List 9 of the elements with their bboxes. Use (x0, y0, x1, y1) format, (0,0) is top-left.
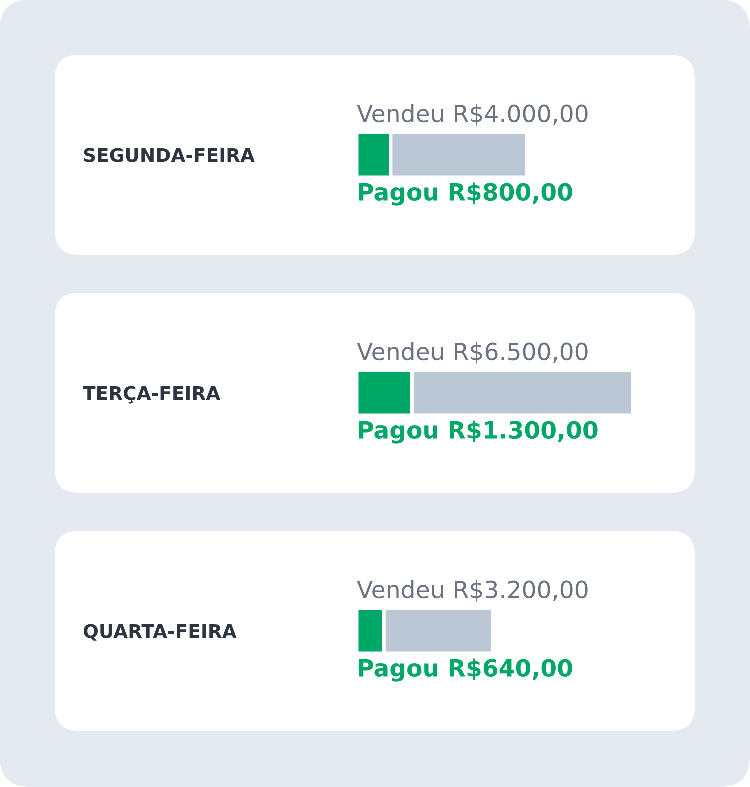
y-tick-label: SEGUNDA-FEIRA (84, 148, 255, 162)
y-tick-label: TERÇA-FEIRA (83, 386, 221, 404)
data-label: Pagou R$640,00 (359, 658, 572, 682)
total-label: Vendeu R$3.200,00 (357, 580, 588, 602)
total-label: Vendeu R$4.000,00 (357, 104, 588, 126)
total-label: Vendeu R$6.500,00 (357, 342, 588, 364)
y-tick-label: QUARTA-FEIRA (84, 624, 237, 641)
data-label: Pagou R$800,00 (359, 182, 572, 206)
data-label: Pagou R$1.300,00 (359, 420, 598, 444)
